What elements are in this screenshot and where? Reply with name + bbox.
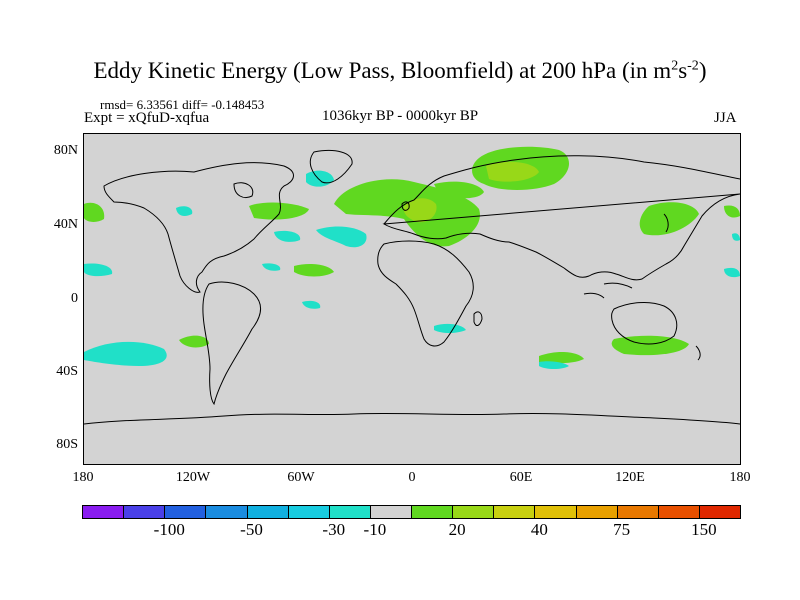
anomaly-east-indian [724,267,740,278]
colorbar-swatch [287,505,330,519]
anomaly-pacific-east [732,233,740,241]
eurasia-coast [382,155,740,281]
period-label: 1036kyr BP - 0000kyr BP [322,108,479,124]
anomaly-central-asia [434,181,484,199]
colorbar-swatch [164,505,207,519]
world-map-plot [83,133,741,465]
anomaly-tropics-west [84,263,113,277]
lat-label-40n: 40N [53,217,78,232]
anomaly-south-africa [434,323,466,333]
greenland-coast [309,150,353,184]
north-america-coast [103,162,294,293]
lon-label-60w: 60W [287,470,315,485]
anomaly-north-atlantic [316,226,367,248]
new-zealand-coast [695,345,701,361]
season-label: JJA [714,110,737,126]
lon-label-180e: 180 [729,470,751,485]
lon-label-180w: 180 [72,470,94,485]
anomaly-eurasia-core [486,161,539,182]
colorbar-swatch [493,505,536,519]
hudson-bay-coast [233,182,254,198]
anomaly-north-atlantic-west [274,230,301,242]
lat-label-equator: 0 [71,291,78,306]
anomaly-europe-core [403,198,437,223]
lon-label-120w: 120W [175,470,211,485]
anomaly-tropics-central [262,263,281,271]
anomaly-south-pacific [84,341,167,366]
colorbar-swatch [411,505,454,519]
colorbar-swatch [575,505,618,519]
colorbar-label: -10 [363,520,387,539]
anomaly-greenland [306,170,334,187]
colorbar-label: 20 [448,520,466,539]
anomaly-australia-south [539,352,584,364]
colorbar-swatch [82,505,125,519]
figure-title: Eddy Kinetic Energy (Low Pass, Bloomfiel… [0,58,800,84]
colorbar [82,505,741,519]
colorbar-swatch [205,505,248,519]
title-exponent-1: 2 [671,58,679,74]
colorbar-swatch [534,505,577,519]
antarctica-coast [84,412,740,425]
anomaly-indian-ocean [539,361,569,369]
colorbar-swatch [657,505,700,519]
uk-coast [401,201,410,211]
colorbar-label: 75 [613,520,631,539]
anomaly-south-atlantic [179,335,209,348]
colorbar-swatch [452,505,495,519]
anomaly-japan [639,202,699,236]
colorbar-swatch [616,505,659,519]
colorbar-swatch [246,505,289,519]
title-close: ) [698,58,707,83]
colorbar-swatch [123,505,166,519]
title-unit-s: s [678,58,688,83]
madagascar-coast [473,311,483,327]
title-text: Eddy Kinetic Energy (Low Pass, Bloomfiel… [93,58,672,83]
title-exponent-2: -2 [687,58,699,74]
indonesia-coast [583,282,633,299]
colorbar-swatch [698,505,741,519]
anomaly-west-pacific [84,202,105,222]
japan-coast [663,213,669,233]
experiment-label: Expt = xQfuD-xqfua [84,110,210,126]
anomaly-us [249,202,309,220]
colorbar-label: 150 [691,520,717,539]
stats-line: rmsd= 6.33561 diff= -0.148453 [100,97,265,112]
anomaly-tropical-atlantic [302,300,321,309]
colorbar-label: -50 [240,520,263,539]
lat-label-80n: 80N [53,143,78,158]
australia-coast [611,301,678,345]
colorbar-label: -100 [153,520,185,539]
colorbar-swatch [369,505,412,519]
anomaly-north-pacific [176,206,193,216]
anomaly-arabia [294,264,334,277]
lon-label-60e: 60E [509,470,533,485]
negative-anomaly-regions [84,170,740,369]
africa-coast [377,240,474,347]
colorbar-label: 40 [530,520,548,539]
colorbar-label: -30 [322,520,346,539]
anomaly-australia [611,335,689,356]
lat-label-80s: 80S [56,437,78,452]
anomaly-north-pacific-east [724,205,740,218]
lat-label-40s: 40S [56,364,78,379]
lon-label-120e: 120E [615,470,645,485]
south-america-coast [202,281,261,406]
coastlines [84,150,740,425]
colorbar-swatch [328,505,371,519]
positive-anomaly-regions [84,146,740,364]
lon-label-0: 0 [408,470,416,485]
